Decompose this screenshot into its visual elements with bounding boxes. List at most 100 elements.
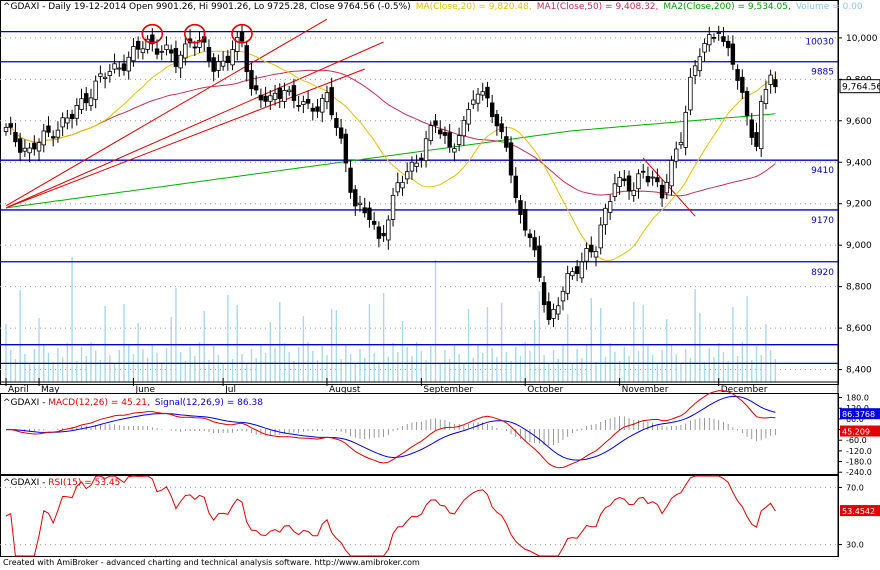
candle-body [697, 56, 703, 72]
price-tick-label: 9,400 [846, 158, 872, 168]
candle-body [659, 184, 665, 199]
month-label: May [41, 385, 60, 395]
candle-body [386, 219, 391, 241]
macd-value-label: 45.209 [842, 428, 870, 437]
signal-line [6, 395, 776, 461]
candle-body [744, 91, 750, 116]
macd-label: MACD(12,26) = 45.21, [48, 398, 150, 408]
candle-body [22, 147, 28, 152]
candle-body [235, 36, 240, 52]
candle-body [305, 98, 311, 104]
candle-body [607, 201, 613, 213]
candle-body [768, 74, 773, 85]
rsi-panel: 70.0 30.0 53.4542 [0, 475, 880, 557]
candle-body [338, 127, 344, 139]
candle-body [32, 142, 37, 150]
candle-body [489, 102, 495, 118]
rsi-panel-frame [0, 475, 839, 557]
candle-body [150, 34, 155, 45]
trend-line [5, 18, 328, 207]
candle-body [645, 176, 651, 183]
ma200-label: MA2(Close,200) = 9,534.05, [663, 2, 791, 12]
candle-body [324, 92, 330, 103]
macd-tick-label: -180.0 [846, 458, 872, 467]
candle-body [192, 46, 197, 49]
candle-body [55, 129, 61, 138]
candle-body [371, 220, 377, 225]
candle-body [93, 80, 98, 100]
candle-body [650, 176, 655, 179]
level-label: 9410 [811, 166, 834, 176]
macd-panel: 180.0120.060.00.0-60.0-120.0-180.0-240.0… [5, 390, 880, 477]
candle-body [84, 93, 89, 104]
candle-body [296, 104, 301, 107]
candle-body [641, 170, 646, 173]
rsi-tick-label: 30.0 [846, 541, 864, 550]
candle-body [593, 251, 599, 258]
candle-body [655, 177, 660, 183]
candle-body [376, 226, 382, 239]
candle-body [447, 132, 452, 148]
candle-body [494, 114, 500, 127]
last-close-box [839, 79, 880, 94]
candle-body [69, 113, 75, 119]
macd-tick-label: -240.0 [846, 468, 872, 477]
candle-body [268, 95, 273, 102]
horizontal-levels: 10030 9885 9410 9170 8920 [0, 31, 838, 364]
candle-body [773, 79, 778, 88]
candle-body [579, 261, 585, 279]
candle-body [140, 48, 146, 54]
candle-body [475, 93, 481, 104]
candle-body [551, 309, 556, 319]
candle-body [320, 98, 325, 113]
candle-body [759, 101, 764, 150]
macd-prefix: ^GDAXI - [3, 398, 49, 408]
candle-body [216, 61, 221, 71]
candle-body [282, 90, 287, 102]
candle-body [485, 86, 490, 99]
candle-body [409, 161, 415, 172]
candle-body [121, 63, 127, 71]
candle-body [395, 182, 400, 193]
candle-body [230, 49, 235, 66]
candle-body [584, 248, 589, 262]
candle-body [730, 43, 736, 65]
candle-body [499, 123, 504, 133]
month-label: September [423, 385, 473, 395]
candle-body [286, 89, 292, 93]
peak-circle [141, 23, 164, 44]
candle-body [518, 200, 523, 215]
ma50-label: MA1(Close,50) = 9,408.32, [536, 2, 659, 12]
dotted-gridlines [0, 37, 838, 371]
candle-body [381, 232, 386, 237]
level-label: 8920 [811, 268, 834, 278]
highlight-circles [141, 23, 253, 44]
candle-body [400, 181, 405, 189]
candle-body [79, 98, 84, 110]
candle-body [362, 207, 367, 214]
volume-bars [5, 257, 777, 382]
candle-body [197, 39, 202, 48]
ma20-label: MA(Close,20) = 9,820.48, [415, 2, 532, 12]
month-label: December [721, 385, 768, 395]
candle-body [249, 70, 254, 90]
candle-body [329, 87, 334, 116]
price-tick-label: 8,800 [846, 283, 872, 293]
candle-body [3, 127, 9, 132]
candle-body [357, 202, 363, 205]
candle-body [461, 119, 467, 137]
rsi-value-box [840, 505, 880, 517]
candle-body [504, 136, 509, 148]
candle-body [735, 69, 740, 81]
candle-body [678, 141, 684, 146]
month-label: June [134, 385, 155, 395]
rsi-prefix: ^GDAXI - [3, 478, 49, 488]
signal-value-box [840, 408, 880, 420]
candle-body [692, 65, 698, 76]
candle-body [178, 54, 183, 69]
candle-body [173, 48, 179, 67]
candle-body [560, 290, 566, 302]
candle-body [763, 89, 769, 105]
candle-body [98, 73, 103, 77]
candle-body [740, 76, 745, 93]
